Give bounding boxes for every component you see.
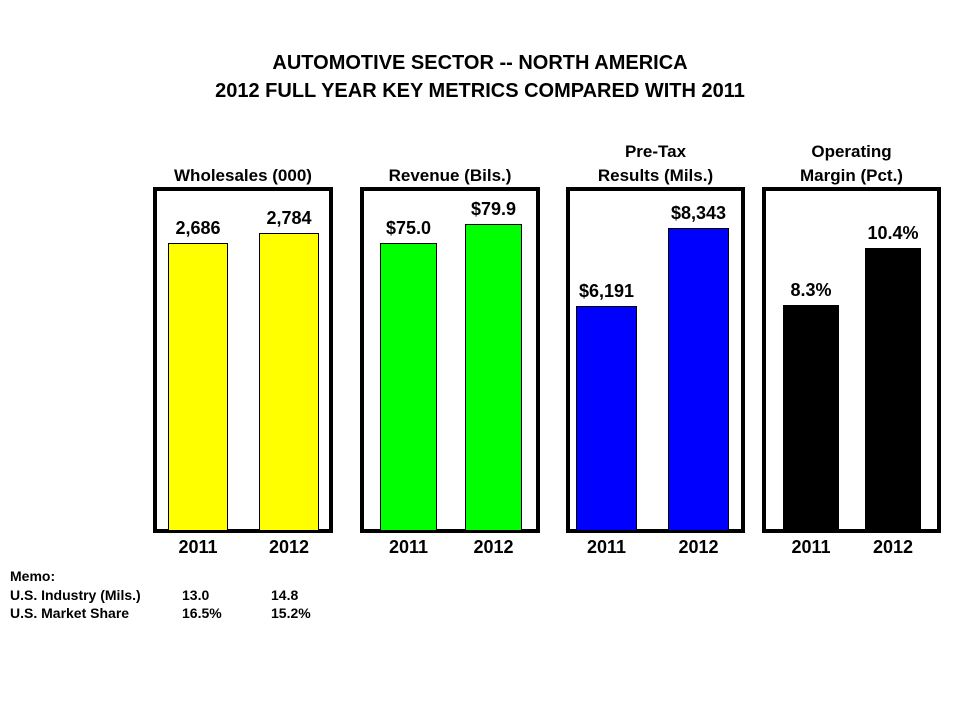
bar xyxy=(668,227,729,531)
chart-title: AUTOMOTIVE SECTOR -- NORTH AMERICA xyxy=(272,52,688,74)
x-tick-label: 2011 xyxy=(586,537,627,557)
panel-frame xyxy=(566,187,745,533)
bar xyxy=(465,224,522,531)
panel-frame xyxy=(153,187,333,533)
data-label: 8.3% xyxy=(790,280,832,301)
memo-label: U.S. Industry (Mils.) xyxy=(10,587,141,603)
x-tick-label: 2012 xyxy=(268,537,310,557)
data-label: $8,343 xyxy=(670,202,727,223)
x-tick-label: 2011 xyxy=(178,537,218,557)
chart-subtitle: 2012 FULL YEAR KEY METRICS COMPARED WITH… xyxy=(215,80,745,102)
x-tick-label: 2012 xyxy=(872,537,914,557)
panel-frame xyxy=(762,187,941,533)
data-label: 10.4% xyxy=(867,223,919,244)
x-tick-label: 2012 xyxy=(473,537,514,557)
panel-frame xyxy=(360,187,540,533)
data-label: 2,784 xyxy=(266,207,312,228)
panel-title: Revenue (Bils.) xyxy=(388,166,512,185)
memo-value: 16.5% xyxy=(182,605,222,621)
x-tick-label: 2011 xyxy=(388,537,429,557)
panel-title: Wholesales (000) xyxy=(174,166,312,185)
bar xyxy=(380,242,437,531)
data-label: $6,191 xyxy=(578,281,635,302)
panel-title: Pre-Tax xyxy=(624,142,687,161)
bar xyxy=(865,248,921,531)
data-label: $75.0 xyxy=(385,217,432,238)
memo-heading: Memo: xyxy=(10,568,56,584)
memo-label: U.S. Market Share xyxy=(10,605,130,621)
data-label: 2,686 xyxy=(175,218,221,239)
x-tick-label: 2012 xyxy=(678,537,719,557)
panel-title: Operating xyxy=(811,142,892,161)
bar xyxy=(783,305,839,531)
panel-title: Margin (Pct.) xyxy=(800,166,903,185)
memo-value: 13.0 xyxy=(182,587,210,603)
memo-value: 14.8 xyxy=(271,587,299,603)
memo-value: 15.2% xyxy=(271,605,311,621)
bar xyxy=(576,306,637,531)
x-tick-label: 2011 xyxy=(791,537,831,557)
bar xyxy=(259,232,319,531)
data-label: $79.9 xyxy=(470,199,517,220)
bar xyxy=(168,243,228,531)
panel-title: Results (Mils.) xyxy=(597,166,714,185)
